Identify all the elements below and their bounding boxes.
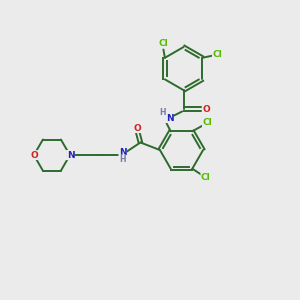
Text: H: H	[119, 155, 126, 164]
Text: O: O	[202, 105, 210, 114]
Text: N: N	[67, 151, 74, 160]
Text: O: O	[134, 124, 141, 133]
Text: Cl: Cl	[158, 39, 168, 48]
Text: O: O	[30, 151, 38, 160]
Text: N: N	[119, 148, 127, 157]
Text: Cl: Cl	[212, 50, 222, 59]
Text: N: N	[65, 151, 73, 160]
Text: Cl: Cl	[201, 173, 211, 182]
Text: Cl: Cl	[202, 118, 212, 127]
Text: N: N	[166, 114, 173, 123]
Text: H: H	[160, 108, 166, 117]
